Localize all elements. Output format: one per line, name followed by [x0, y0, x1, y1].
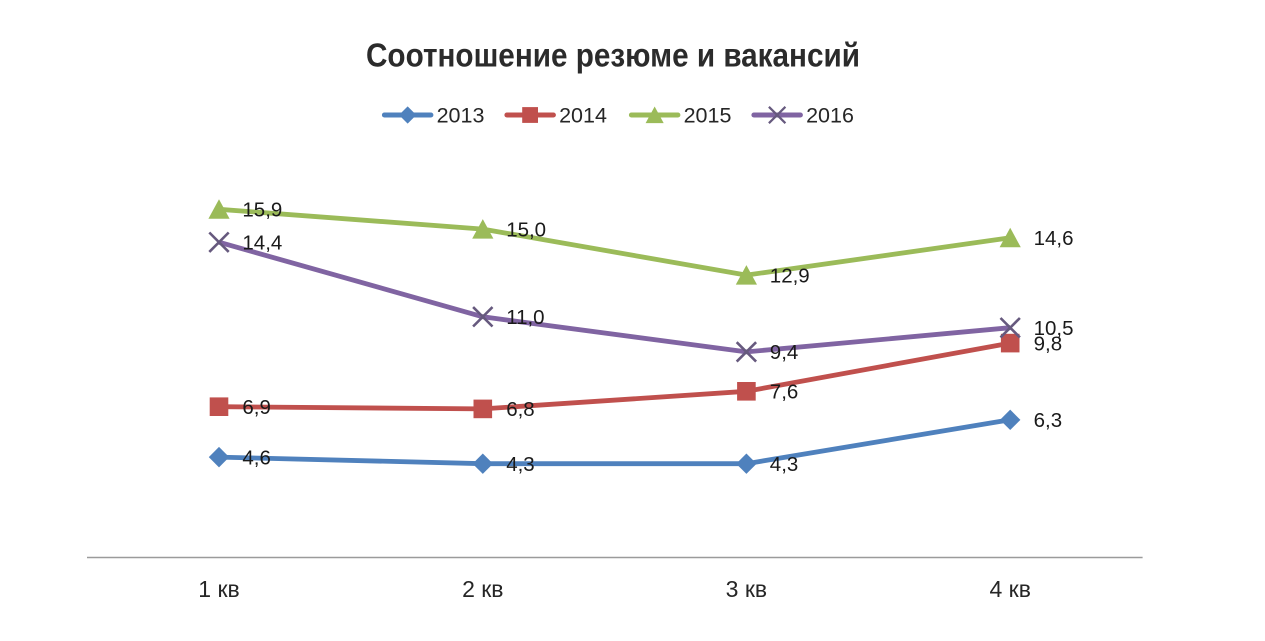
svg-text:12,9: 12,9 [770, 264, 810, 287]
svg-text:14,6: 14,6 [1034, 227, 1074, 250]
svg-text:4 кв: 4 кв [989, 576, 1030, 602]
svg-text:4,3: 4,3 [770, 453, 799, 476]
svg-text:9,4: 9,4 [770, 341, 799, 364]
svg-text:2015: 2015 [684, 103, 732, 127]
svg-text:4,3: 4,3 [506, 453, 535, 476]
svg-text:2013: 2013 [437, 103, 485, 127]
svg-text:15,0: 15,0 [506, 218, 546, 241]
svg-text:1 кв: 1 кв [198, 576, 239, 602]
svg-text:6,3: 6,3 [1034, 409, 1063, 432]
svg-text:Соотношение резюме и вакансий: Соотношение резюме и вакансий [366, 37, 860, 75]
svg-text:4,6: 4,6 [242, 446, 271, 469]
svg-text:11,0: 11,0 [506, 306, 544, 329]
svg-text:7,6: 7,6 [770, 381, 799, 404]
svg-text:2 кв: 2 кв [462, 576, 503, 602]
svg-text:14,4: 14,4 [242, 232, 282, 255]
svg-text:9,8: 9,8 [1034, 332, 1063, 355]
svg-text:15,9: 15,9 [242, 199, 282, 222]
svg-text:2016: 2016 [806, 103, 854, 127]
svg-text:2014: 2014 [559, 103, 607, 127]
svg-text:10,5: 10,5 [1034, 317, 1074, 340]
svg-text:3 кв: 3 кв [726, 576, 767, 602]
svg-text:6,9: 6,9 [242, 396, 271, 419]
svg-text:6,8: 6,8 [506, 398, 535, 421]
